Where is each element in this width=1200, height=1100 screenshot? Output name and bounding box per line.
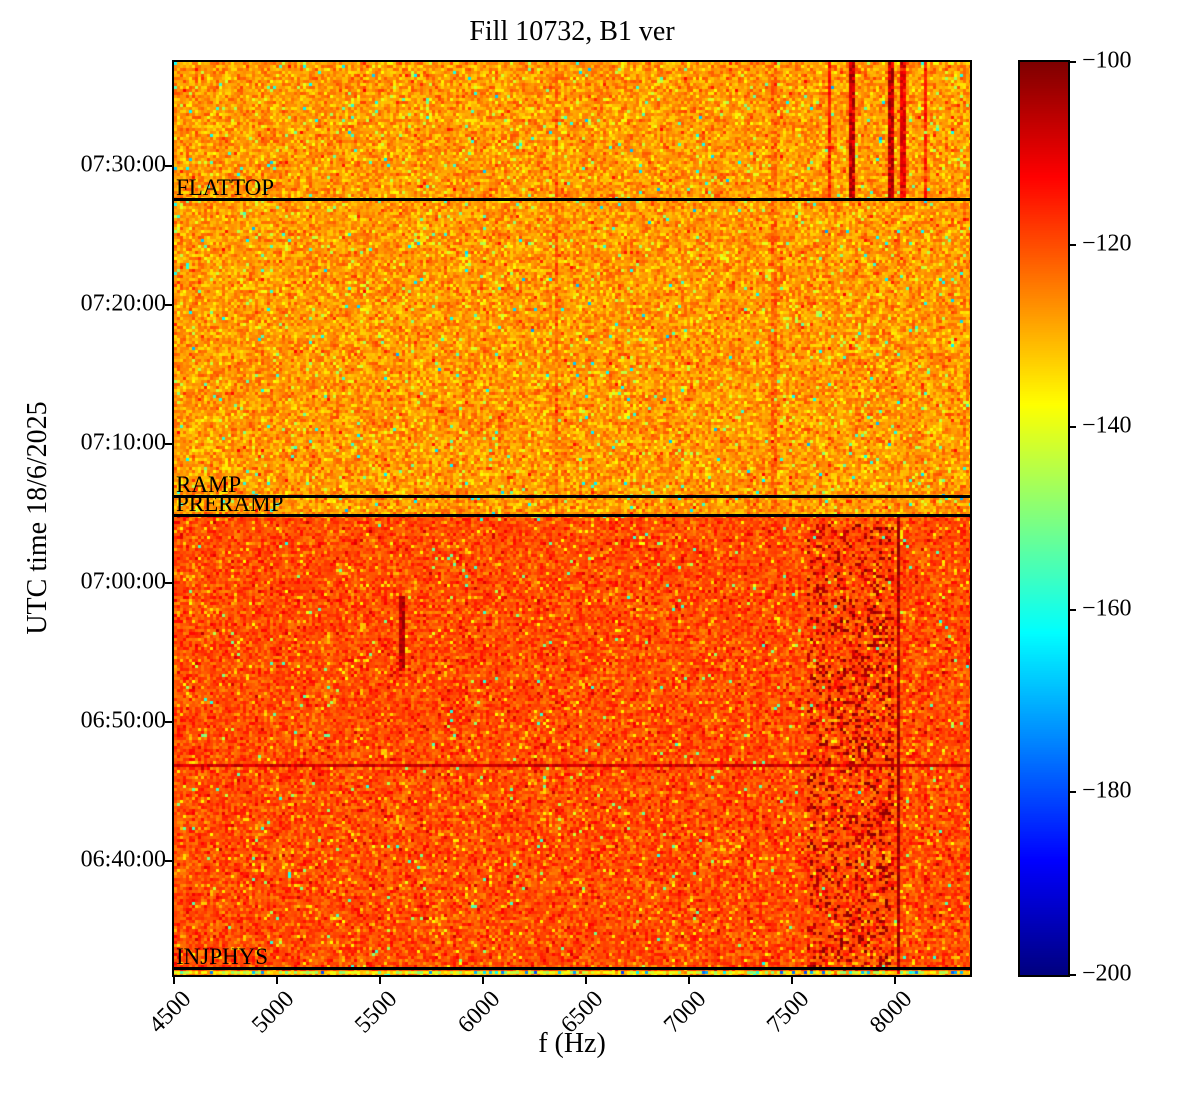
y-tick-mark [165,721,174,724]
x-tick-mark [688,975,690,984]
y-tick-label: 07:10:00 [80,429,166,456]
x-axis-label: f (Hz) [538,1028,606,1059]
x-tick-mark [276,975,278,984]
spectrogram-heatmap [174,62,970,975]
y-tick-label: 06:40:00 [80,846,166,873]
colorbar-tick-mark [1068,608,1076,611]
colorbar-tick-label: −200 [1082,960,1132,987]
y-tick-label: 07:00:00 [80,568,166,595]
y-tick-mark [165,860,174,863]
colorbar-tick-label: −120 [1082,230,1132,257]
x-tick-mark [791,975,793,984]
colorbar-tick-label: −180 [1082,777,1132,804]
x-tick-mark [379,975,381,984]
y-tick-mark [165,304,174,307]
y-tick-mark [165,443,174,446]
y-tick-label: 07:20:00 [80,290,166,317]
colorbar-gradient [1020,62,1068,975]
y-tick-mark [165,582,174,585]
x-tick-mark [482,975,484,984]
beam-mode-line-flattop [174,198,970,202]
beam-mode-line-preramp [174,513,970,517]
colorbar-tick-label: −140 [1082,412,1132,439]
plot-title: Fill 10732, B1 ver [469,16,675,47]
x-tick-mark [894,975,896,984]
x-tick-mark [173,975,175,984]
colorbar-tick-mark [1068,974,1076,976]
colorbar-tick-label: −160 [1082,595,1132,622]
colorbar-tick-mark [1068,791,1076,794]
colorbar-tick-mark [1068,61,1076,63]
beam-mode-label-ramp: RAMP [176,471,242,497]
colorbar-tick-label: −100 [1082,47,1132,74]
beam-mode-label-preramp: PRERAMP [176,490,284,516]
y-axis-label: UTC time 18/6/2025 [22,401,53,635]
colorbar-tick-mark [1068,426,1076,429]
x-tick-mark [585,975,587,984]
beam-mode-label-injphys: INJPHYS [176,943,269,969]
y-tick-label: 06:50:00 [80,707,166,734]
colorbar-tick-mark [1068,243,1076,246]
beam-mode-label-flattop: FLATTOP [176,175,274,201]
beam-mode-line-injphys [174,966,970,970]
y-tick-mark [165,165,174,168]
y-tick-label: 07:30:00 [80,151,166,178]
beam-mode-line-ramp [174,494,970,498]
